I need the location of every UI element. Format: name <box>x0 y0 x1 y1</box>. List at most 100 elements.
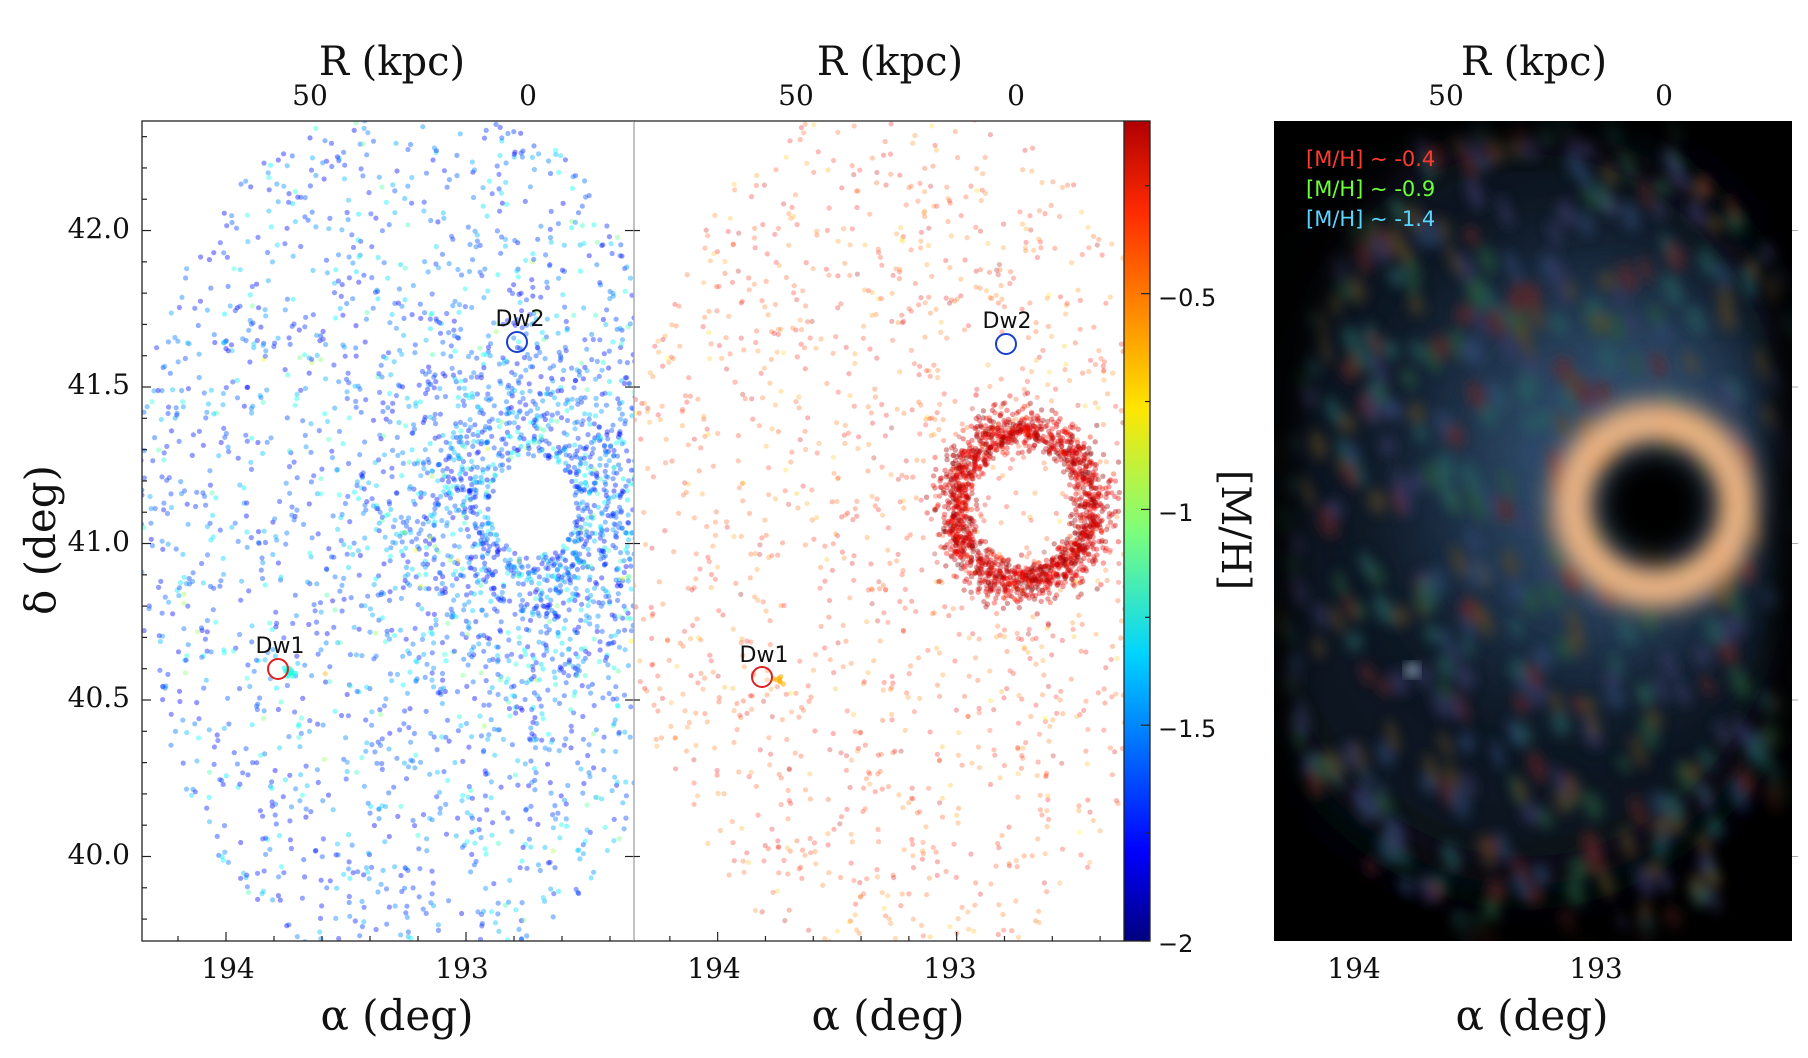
middle-star-point <box>892 935 898 941</box>
left-star-point <box>553 151 559 157</box>
left-star-point <box>502 236 508 242</box>
left-star-point <box>477 345 483 351</box>
middle-star-point <box>781 201 787 207</box>
left-star-point <box>570 550 576 557</box>
left-star-point <box>204 552 211 558</box>
middle-star-point <box>888 171 894 177</box>
left-star-point <box>452 559 458 566</box>
left-star-point <box>578 617 584 623</box>
left-star-point <box>623 530 629 536</box>
left-star-point <box>273 801 279 807</box>
left-star-point <box>678 595 683 600</box>
left-star-point <box>293 613 299 619</box>
left-star-point <box>292 188 298 195</box>
middle-star-point <box>890 337 896 343</box>
left-star-point <box>342 500 348 507</box>
middle-star-point <box>851 123 857 129</box>
left-star-point <box>530 251 536 257</box>
middle-star-point <box>1109 241 1115 247</box>
left-star-point <box>339 282 345 288</box>
left-star-point <box>577 242 583 248</box>
middle-star-point <box>910 140 916 146</box>
left-star-point <box>580 790 586 796</box>
left-star-point <box>583 538 590 544</box>
middle-star-point <box>1019 221 1026 227</box>
middle-star-point <box>846 371 852 377</box>
left-star-point <box>376 528 382 534</box>
left-star-point <box>379 766 385 773</box>
left-star-point <box>389 311 395 318</box>
left-star-point <box>307 718 313 724</box>
middle-star-point <box>974 166 980 172</box>
left-star-point <box>601 442 608 449</box>
left-star-point <box>423 390 429 397</box>
left-star-point <box>692 535 697 540</box>
left-star-point <box>503 160 509 166</box>
middle-star-point <box>942 604 948 610</box>
middle-star-point <box>781 857 787 864</box>
left-star-point <box>376 457 382 463</box>
left-star-point <box>537 349 543 355</box>
middle-star-point <box>791 290 797 296</box>
middle-star-point <box>1036 236 1042 242</box>
middle-star-point <box>919 856 926 862</box>
left-star-point <box>564 325 570 332</box>
left-star-point <box>272 812 278 818</box>
left-star-point <box>602 657 608 664</box>
left-star-point <box>432 435 438 441</box>
left-star-point <box>630 352 634 358</box>
left-star-point <box>539 561 545 567</box>
middle-star-point <box>814 228 820 234</box>
left-star-point <box>483 494 489 500</box>
left-star-point <box>630 507 634 513</box>
left-star-point <box>452 477 458 483</box>
left-star-point <box>314 352 320 358</box>
left-star-point <box>602 448 609 454</box>
middle-star-point <box>774 349 780 355</box>
middle-star-point <box>1120 692 1124 698</box>
left-star-point <box>600 316 607 323</box>
middle-star-point <box>918 402 924 408</box>
middle-star-point <box>1024 545 1030 551</box>
middle-star-point <box>888 121 894 127</box>
left-star-point <box>327 878 333 884</box>
left-star-point <box>319 466 325 472</box>
middle-star-point <box>720 612 726 618</box>
middle-star-point <box>1077 297 1083 303</box>
left-star-point <box>479 923 485 929</box>
left-star-point <box>338 293 344 299</box>
left-star-point <box>469 390 475 397</box>
left-star-point <box>530 453 537 459</box>
left-star-point <box>555 577 561 583</box>
left-star-point <box>531 440 538 446</box>
left-star-point <box>257 392 263 399</box>
left-star-point <box>616 566 622 572</box>
left-star-point <box>612 522 618 528</box>
left-star-point <box>497 597 503 604</box>
middle-star-point <box>752 550 758 557</box>
middle-star-point <box>1084 761 1090 767</box>
left-star-point <box>516 640 522 646</box>
middle-star-point <box>901 498 907 504</box>
left-star-point <box>395 813 401 820</box>
left-star-point <box>427 316 433 322</box>
left-star-point <box>482 846 488 852</box>
middle-star-point <box>774 684 780 690</box>
middle-star-point <box>1044 625 1050 632</box>
middle-star-point <box>875 771 881 777</box>
left-star-point <box>501 596 507 602</box>
middle-star-point <box>1029 636 1036 642</box>
middle-star-point <box>1048 202 1054 208</box>
left-star-point <box>409 447 415 453</box>
left-star-point <box>616 577 623 583</box>
middle-star-point <box>973 284 979 290</box>
left-star-point <box>364 499 370 505</box>
left-star-point <box>517 399 523 405</box>
left-star-point <box>286 448 293 454</box>
left-star-point <box>393 325 399 331</box>
middle-star-point <box>716 283 722 290</box>
left-star-point <box>600 748 606 754</box>
left-star-point <box>247 292 253 298</box>
left-star-point <box>527 617 534 624</box>
left-star-point <box>566 567 572 573</box>
